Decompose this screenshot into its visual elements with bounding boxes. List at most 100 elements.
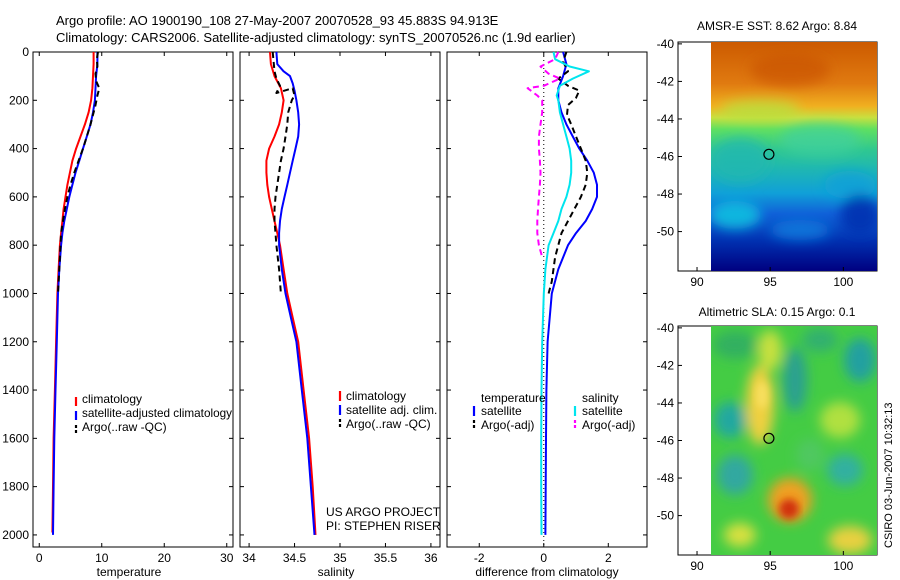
- legend-label-satellite: satellite adj. clim.: [346, 403, 437, 417]
- x-tick-label: 10: [95, 551, 109, 565]
- y-tick-label: 1000: [2, 286, 29, 300]
- x-tick-label: 35.5: [374, 551, 398, 565]
- legend-label-sal-argo: Argo(-adj): [582, 418, 635, 432]
- sst-blob: [750, 54, 830, 86]
- y-tick-label: 800: [9, 238, 29, 252]
- y-tick-label: -46: [657, 434, 675, 448]
- legend-header-salinity: salinity: [582, 391, 619, 405]
- y-tick-label: 2000: [2, 528, 29, 542]
- x-tick-label: 35: [333, 551, 347, 565]
- x-tick-label: 90: [690, 275, 704, 289]
- sla-blob: [796, 439, 824, 471]
- sla-blob: [802, 328, 838, 352]
- sla-blob: [758, 330, 782, 370]
- series-line-satellite: [52, 52, 99, 535]
- difference-plot: -2 0 2: [447, 51, 647, 565]
- x-tick-label: 95: [764, 275, 778, 289]
- difference-panel: -2 0 2 difference from climatology tempera…: [446, 51, 648, 579]
- series-line-diff_sal_argo: [526, 51, 561, 258]
- legend-label-argo: Argo(..raw -QC): [82, 420, 167, 434]
- legend-label-temp-argo: Argo(-adj): [481, 418, 534, 432]
- y-tick-label: -42: [657, 358, 675, 372]
- sla-blob: [827, 454, 863, 486]
- pi-annotation: PI: STEPHEN RISER: [326, 519, 441, 533]
- x-tick-label: 30: [220, 551, 234, 565]
- legend-label-climatology: climatology: [82, 392, 142, 406]
- sst-blob: [770, 220, 830, 240]
- sst-field: [711, 42, 877, 271]
- x-tick-label: 20: [158, 551, 172, 565]
- y-tick-label: -44: [657, 396, 675, 410]
- sla-blob: [779, 499, 799, 519]
- y-tick-label: -40: [657, 321, 675, 335]
- sst-blob: [840, 195, 877, 235]
- y-tick-label: -50: [657, 225, 675, 239]
- y-tick-label: -50: [657, 509, 675, 523]
- sla-field: [711, 326, 877, 555]
- series-line-argo: [271, 51, 296, 294]
- legend-label-sal-satellite: satellite: [582, 404, 623, 418]
- x-tick-label: 2: [605, 551, 612, 565]
- series-line-diff_sal_sat: [540, 51, 590, 535]
- sst-blob: [711, 201, 761, 229]
- y-tick-label: 1200: [2, 335, 29, 349]
- salinity-xlabel: salinity: [318, 565, 355, 579]
- sst-texture: [711, 54, 877, 240]
- difference-axes-frame: [446, 51, 648, 548]
- y-tick-label: -42: [657, 74, 675, 88]
- series-line-diff_temp_sat: [544, 51, 598, 535]
- temperature-legend: climatology satellite-adjusted climatolo…: [74, 392, 232, 434]
- sla-texture: [713, 328, 876, 554]
- sla-blob: [756, 381, 768, 409]
- sla-blob: [714, 402, 746, 438]
- credit-label: CSIRO 03-Jun-2007 10:32:13: [883, 402, 895, 548]
- x-tick-label: 100: [833, 559, 853, 573]
- series-line-satellite: [275, 51, 316, 535]
- series-line-climatology: [265, 51, 317, 535]
- y-tick-label: 1800: [2, 480, 29, 494]
- x-tick-label: 100: [833, 275, 853, 289]
- sst-blob: [824, 171, 876, 199]
- sla-blob: [713, 331, 757, 359]
- series-line-argo: [57, 51, 101, 294]
- salinity-plot: 34 34.5 35 35.5 36: [240, 51, 440, 565]
- x-tick-label: -2: [474, 551, 485, 565]
- y-tick-label: 0: [22, 45, 29, 59]
- y-tick-label: -44: [657, 112, 675, 126]
- x-tick-label: 0: [540, 551, 547, 565]
- sla-blob: [717, 455, 753, 495]
- salinity-axes-frame: [239, 51, 441, 548]
- y-tick-label: -48: [657, 471, 675, 485]
- legend-label-argo: Argo(..raw -QC): [346, 417, 431, 431]
- salinity-legend: climatology satellite adj. clim. Argo(..…: [338, 389, 437, 431]
- temperature-xlabel: temperature: [97, 565, 162, 579]
- temperature-axes-frame: [32, 51, 234, 548]
- y-tick-label: 600: [9, 190, 29, 204]
- sla-blob: [820, 402, 860, 438]
- sla-blob: [828, 526, 872, 554]
- temperature-panel: 0 10 20 30 0 200 400 600 800 1000 1200 1400 1600 1800…: [2, 45, 233, 579]
- y-tick-label: -48: [657, 187, 675, 201]
- legend-label-temp-satellite: satellite: [481, 404, 522, 418]
- sst-axes: 90 95 100 -40 -42 -44 -46 -48 -50: [657, 37, 854, 289]
- sla-blob: [783, 348, 807, 412]
- sst-blob: [780, 124, 860, 156]
- difference-xlabel: difference from climatology: [475, 565, 618, 579]
- x-tick-label: 0: [36, 551, 43, 565]
- project-annotation: US ARGO PROJECT: [326, 505, 441, 519]
- sla-blob: [724, 523, 756, 547]
- salinity-panel: 34 34.5 35 35.5 36 salinity climatology sate…: [239, 51, 441, 579]
- sla-axes: 90 95 100 -40 -42 -44 -46 -48 -50: [657, 321, 854, 573]
- header-line-1: Argo profile: AO 1900190_108 27-May-2007…: [56, 13, 499, 28]
- y-tick-label: 400: [9, 142, 29, 156]
- y-tick-label: 1400: [2, 383, 29, 397]
- header-line-2: Climatology: CARS2006. Satellite-adjuste…: [56, 30, 576, 45]
- x-tick-label: 90: [690, 559, 704, 573]
- sla-map-title: Altimetric SLA: 0.15 Argo: 0.1: [699, 305, 856, 319]
- sst-map-title: AMSR-E SST: 8.62 Argo: 8.84: [697, 19, 857, 33]
- y-tick-label: 1600: [2, 431, 29, 445]
- x-tick-label: 36: [424, 551, 438, 565]
- sst-blob: [711, 138, 770, 182]
- sla-highlight: [756, 381, 799, 519]
- legend-header-temperature: temperature: [481, 391, 546, 405]
